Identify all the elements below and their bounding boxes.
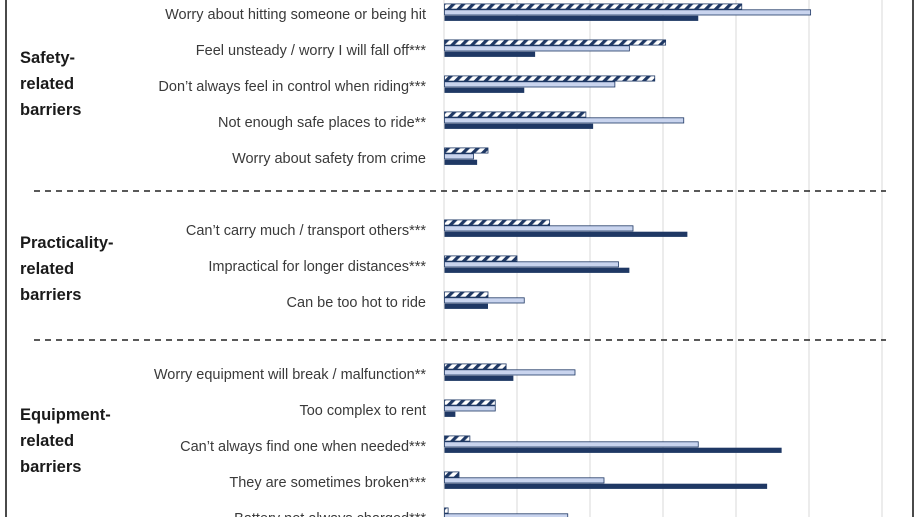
bar-series-3 bbox=[444, 447, 782, 453]
category-label: Worry about hitting someone or being hit bbox=[165, 7, 426, 23]
bar-series-1 bbox=[444, 399, 496, 406]
bar-series-1 bbox=[444, 291, 489, 298]
group-label-line: barriers bbox=[20, 458, 81, 476]
bar-series-2 bbox=[444, 81, 616, 88]
bar-series-2 bbox=[444, 297, 525, 304]
group-label-line: barriers bbox=[20, 101, 81, 119]
bar-series-3 bbox=[444, 375, 514, 381]
bar-series-2 bbox=[444, 9, 812, 16]
bar-series-1 bbox=[444, 3, 743, 10]
category-labels: Worry about hitting someone or being hit… bbox=[154, 7, 427, 522]
bar-series-3 bbox=[444, 231, 688, 237]
bar-series-3 bbox=[444, 267, 630, 273]
category-label: Worry about safety from crime bbox=[232, 151, 426, 167]
category-label: Too complex to rent bbox=[299, 403, 426, 419]
group-label-line: Safety- bbox=[20, 49, 75, 67]
bar-series-1 bbox=[444, 435, 471, 442]
bar-series-1 bbox=[444, 219, 551, 226]
category-label: Can’t always find one when needed*** bbox=[180, 439, 426, 455]
bar-series-1 bbox=[444, 147, 489, 154]
bar-series-1 bbox=[444, 75, 656, 82]
group-label-line: related bbox=[20, 260, 74, 278]
group-label-line: barriers bbox=[20, 286, 81, 304]
bar-series-3 bbox=[444, 159, 478, 165]
bar-series-3 bbox=[444, 483, 768, 489]
group-label-line: related bbox=[20, 75, 74, 93]
category-label: Battery not always charged*** bbox=[234, 511, 426, 517]
bar-series-3 bbox=[444, 123, 594, 129]
bars bbox=[444, 3, 812, 520]
bar-series-3 bbox=[444, 15, 699, 21]
bar-series-1 bbox=[444, 255, 518, 262]
bar-series-2 bbox=[444, 153, 474, 160]
bar-series-2 bbox=[444, 369, 576, 376]
bar-series-2 bbox=[444, 441, 699, 448]
group-label-line: Equipment- bbox=[20, 406, 111, 424]
category-label: Impractical for longer distances*** bbox=[208, 259, 426, 275]
bar-series-1 bbox=[444, 111, 587, 118]
bar-series-1 bbox=[444, 363, 507, 370]
bar-series-3 bbox=[444, 87, 525, 93]
group-label-line: related bbox=[20, 432, 74, 450]
category-label: Feel unsteady / worry I will fall off*** bbox=[196, 43, 427, 59]
bar-series-1 bbox=[444, 39, 667, 46]
bar-series-3 bbox=[444, 411, 456, 417]
bar-series-2 bbox=[444, 225, 634, 232]
category-label: Can’t carry much / transport others*** bbox=[186, 223, 427, 239]
bar-series-3 bbox=[444, 303, 488, 309]
category-label: Don’t always feel in control when riding… bbox=[158, 79, 426, 95]
group-labels: Safety-related barriers Practicality-relat… bbox=[20, 49, 114, 476]
bar-series-2 bbox=[444, 405, 496, 412]
category-label: Can be too hot to ride bbox=[287, 295, 426, 311]
category-label: Not enough safe places to ride** bbox=[218, 115, 426, 131]
bar-series-2 bbox=[444, 477, 605, 484]
bar-series-3 bbox=[444, 51, 536, 57]
bar-series-1 bbox=[444, 471, 460, 478]
category-label: Worry equipment will break / malfunction… bbox=[154, 367, 426, 383]
bar-series-2 bbox=[444, 261, 619, 268]
group-label-line: Practicality- bbox=[20, 234, 114, 252]
group-dividers bbox=[34, 190, 886, 341]
bar-series-2 bbox=[444, 45, 630, 52]
category-label: They are sometimes broken*** bbox=[229, 475, 426, 491]
bar-series-1 bbox=[444, 507, 449, 514]
bar-series-2 bbox=[444, 117, 685, 124]
